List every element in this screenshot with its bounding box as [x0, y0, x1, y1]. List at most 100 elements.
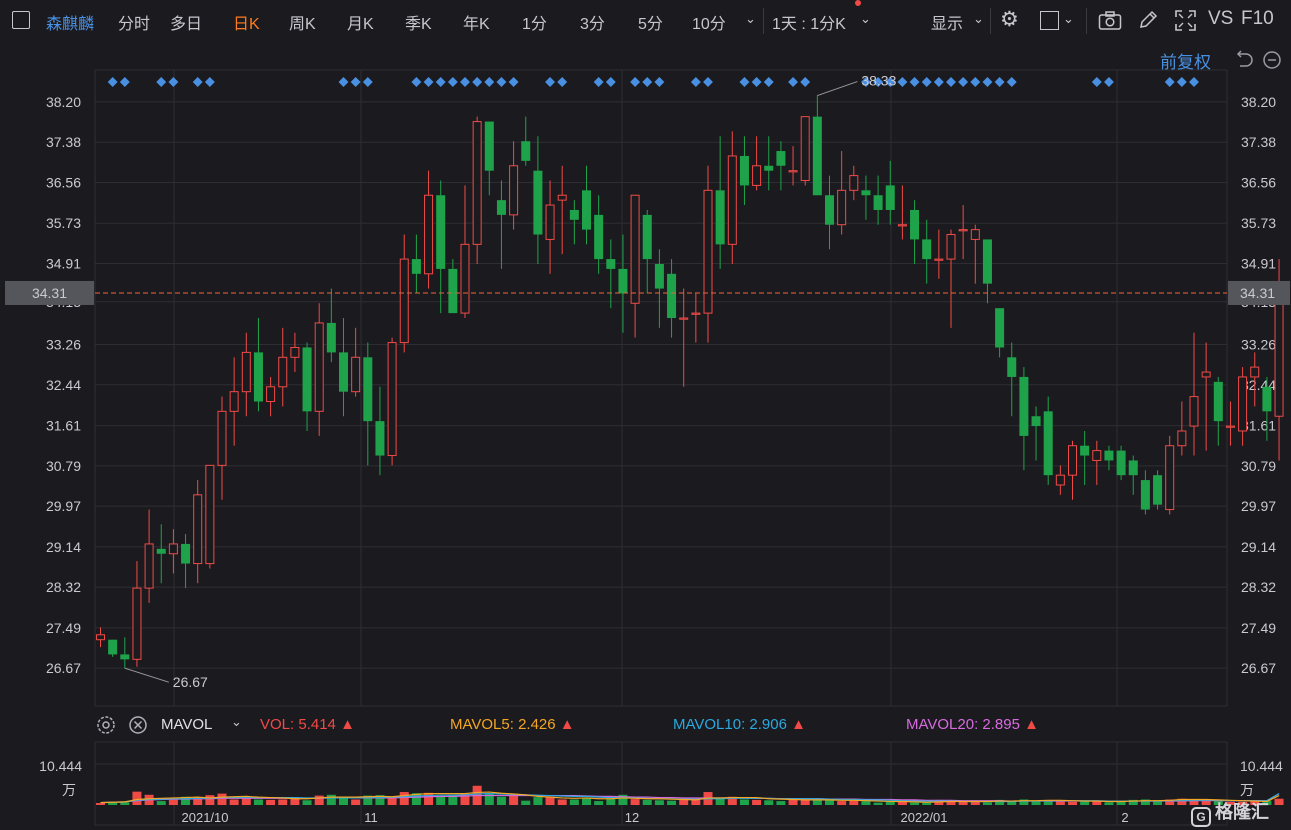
- volume-bar-down: [812, 800, 822, 805]
- current-price-label-right: 34.31: [1240, 285, 1275, 301]
- candle-body-down: [253, 352, 263, 402]
- volume-close-icon[interactable]: [128, 715, 148, 735]
- y-tick-label-left: 29.14: [46, 539, 81, 555]
- volume-bar-up: [1201, 800, 1211, 805]
- candle-body-down: [1262, 386, 1272, 412]
- tab-10min[interactable]: 10分: [692, 16, 726, 33]
- candle-body-up: [1250, 366, 1260, 378]
- tab-multi-day[interactable]: 多日: [170, 16, 203, 33]
- volume-bar-down: [181, 796, 191, 805]
- interval-selector[interactable]: 1天 : 1分K: [772, 16, 846, 33]
- tab-quarterly-k[interactable]: 季K: [405, 16, 432, 33]
- volume-indicator-name[interactable]: MAVOL: [161, 716, 213, 733]
- low-annotation-label: 26.67: [173, 674, 208, 690]
- volume-bar-up: [837, 801, 847, 805]
- indicator-square-icon[interactable]: [1040, 11, 1059, 30]
- volume-indicator-chevron-icon[interactable]: ⌄: [231, 714, 242, 729]
- x-axis-label: 2021/10: [182, 810, 229, 825]
- candle-body-up: [1238, 376, 1248, 432]
- candle-body-down: [1213, 381, 1223, 422]
- candle-body-down: [569, 209, 579, 220]
- volume-bar-up: [970, 801, 980, 805]
- signal-dot: [909, 77, 920, 87]
- volume-bar-up: [679, 799, 689, 805]
- volume-bar-up: [1068, 801, 1077, 805]
- camera-icon[interactable]: [1098, 11, 1122, 31]
- candle-body-down: [302, 347, 312, 412]
- y-tick-label-right: 36.56: [1241, 174, 1276, 190]
- candle-body-down: [181, 543, 191, 564]
- pencil-icon[interactable]: [1138, 10, 1158, 30]
- signal-dot: [593, 77, 604, 87]
- candle-body-down: [642, 214, 652, 260]
- signal-dot: [107, 77, 118, 87]
- vs-compare-button[interactable]: VS: [1208, 8, 1234, 29]
- volume-unit-label-right: 万: [1240, 782, 1254, 798]
- tab-monthly-k[interactable]: 月K: [347, 16, 374, 33]
- volume-bar-up: [96, 803, 105, 805]
- candle-body-up: [727, 155, 737, 245]
- candle-body-down: [1019, 376, 1029, 436]
- candle-body-up: [837, 189, 847, 226]
- interval-chevron-icon[interactable]: ⌄: [860, 11, 871, 26]
- zoom-out-icon[interactable]: [1262, 50, 1282, 70]
- display-menu[interactable]: 显示: [931, 16, 964, 33]
- candle-body-down: [1116, 450, 1126, 476]
- volume-bar-down: [521, 800, 531, 805]
- candle-body-up: [1177, 430, 1187, 447]
- candle-body-down: [436, 195, 446, 269]
- volume-bar-up: [1189, 799, 1199, 805]
- signal-dot: [885, 77, 896, 87]
- tab-3min[interactable]: 3分: [580, 16, 605, 33]
- signal-dot: [168, 77, 179, 87]
- stock-name[interactable]: 森麒麟: [46, 16, 95, 33]
- candle-body-down: [1104, 450, 1114, 461]
- tab-1min[interactable]: 1分: [522, 16, 547, 33]
- tab-weekly-k[interactable]: 周K: [289, 16, 316, 33]
- candle-body-up: [193, 494, 203, 565]
- volume-bar-down: [484, 793, 494, 805]
- display-chevron-icon[interactable]: ⌄: [973, 11, 984, 26]
- volume-bar-up: [266, 799, 276, 805]
- sidebar-toggle-icon[interactable]: [12, 11, 30, 29]
- volume-settings-gear-icon[interactable]: [95, 714, 117, 736]
- signal-dot: [472, 77, 483, 87]
- tab-intraday[interactable]: 分时: [118, 16, 151, 33]
- volume-bar-down: [861, 801, 871, 805]
- adjust-mode-label[interactable]: 前复权: [1160, 53, 1211, 72]
- signal-dot: [204, 77, 215, 87]
- candle-body-down: [1140, 480, 1150, 510]
- volume-bar-up: [1274, 798, 1284, 805]
- signal-dot: [897, 77, 908, 87]
- candle-body-up: [266, 386, 276, 403]
- candle-body-down: [1007, 357, 1017, 377]
- volume-legend: MAVOL ⌄ VOL: 5.414 ▲ MAVOL5: 2.426 ▲ MAV…: [95, 714, 1225, 736]
- signal-dot: [156, 77, 167, 87]
- signal-dot: [484, 77, 495, 87]
- tab-5min[interactable]: 5分: [638, 16, 663, 33]
- volume-bar-up: [1238, 801, 1248, 805]
- current-price-label-left: 34.31: [32, 285, 67, 301]
- settings-gear-icon[interactable]: ⚙: [1000, 8, 1019, 31]
- signal-dot: [423, 77, 434, 87]
- candle-body-down: [606, 259, 616, 269]
- candle-body-up: [800, 116, 810, 182]
- volume-bar-down: [764, 800, 774, 805]
- y-tick-label-right: 29.97: [1241, 498, 1276, 514]
- up-triangle-icon: ▲: [340, 716, 355, 733]
- candle-body-up: [460, 243, 470, 314]
- f10-button[interactable]: F10: [1241, 8, 1274, 29]
- undo-icon[interactable]: [1234, 50, 1254, 70]
- volume-bar-down: [618, 794, 628, 805]
- signal-dot: [362, 77, 373, 87]
- volume-bar-up: [946, 800, 956, 805]
- more-tabs-chevron-icon[interactable]: ⌄: [745, 11, 756, 26]
- indicator-chevron-icon[interactable]: ⌄: [1063, 11, 1074, 26]
- tab-daily-k[interactable]: 日K: [233, 16, 260, 33]
- candle-body-up: [849, 175, 859, 191]
- volume-bar-down: [496, 796, 506, 805]
- candle-body-up: [958, 229, 968, 232]
- tab-yearly-k[interactable]: 年K: [463, 16, 490, 33]
- fullscreen-icon[interactable]: [1175, 10, 1196, 31]
